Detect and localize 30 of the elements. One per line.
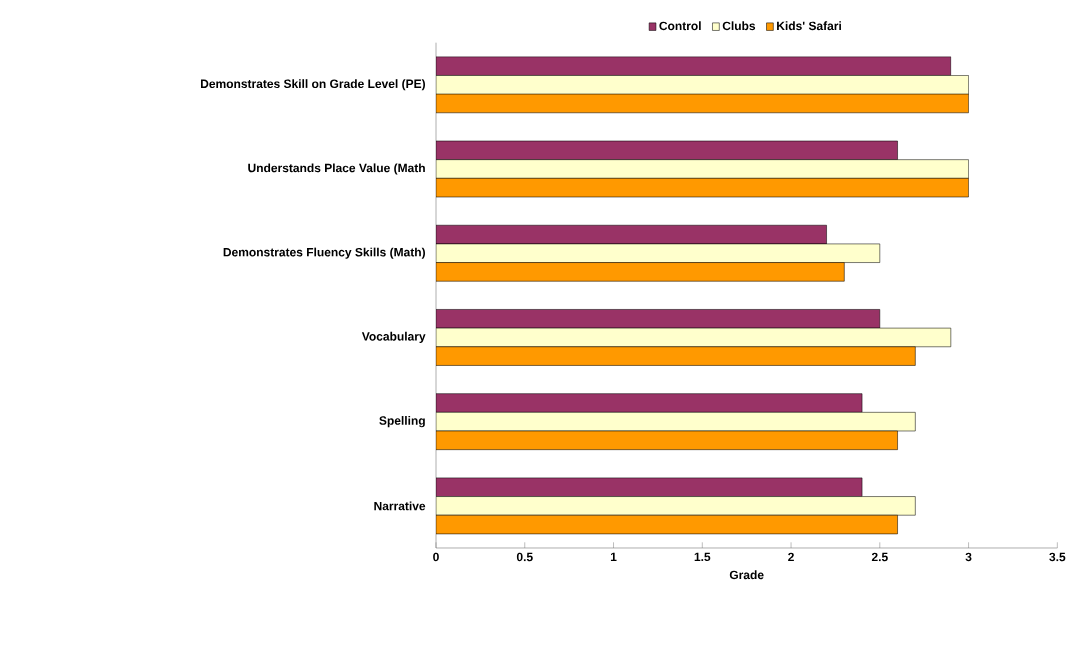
legend-label: Kids' Safari	[777, 21, 841, 31]
legend-label: Control	[659, 21, 701, 31]
y-tick-label: Understands Place Value (Math	[248, 163, 425, 175]
bar	[436, 430, 898, 450]
y-tick-label: Demonstrates Fluency Skills (Math)	[223, 247, 425, 259]
x-tick-label: 2	[788, 552, 794, 562]
bar	[436, 178, 969, 198]
x-tick-label: 3	[965, 552, 972, 562]
y-tick-label: Vocabulary	[361, 331, 426, 344]
x-tick-label: 0.5	[516, 552, 533, 562]
bar	[436, 412, 916, 432]
y-tick-label: Narrative	[374, 501, 426, 511]
bar	[436, 496, 916, 516]
x-tick-label: 1	[610, 552, 617, 561]
bar	[436, 327, 952, 348]
x-tick-label: 0	[433, 552, 439, 562]
legend-label: Clubs	[722, 21, 756, 31]
x-tick-label: 2.5	[871, 552, 888, 562]
x-axis-title: Grade	[729, 570, 764, 580]
bar	[436, 93, 969, 114]
bar	[436, 75, 969, 95]
bar	[436, 346, 916, 366]
y-tick-label: Spelling	[379, 416, 425, 428]
bar	[436, 262, 845, 282]
x-tick-label: 3.5	[1049, 552, 1066, 562]
bar	[436, 243, 881, 263]
bar	[436, 514, 898, 535]
x-tick-label: 1.5	[694, 552, 711, 562]
y-tick-label: Demonstrates Skill on Grade Level (PE)	[201, 79, 426, 91]
bar	[436, 159, 969, 179]
